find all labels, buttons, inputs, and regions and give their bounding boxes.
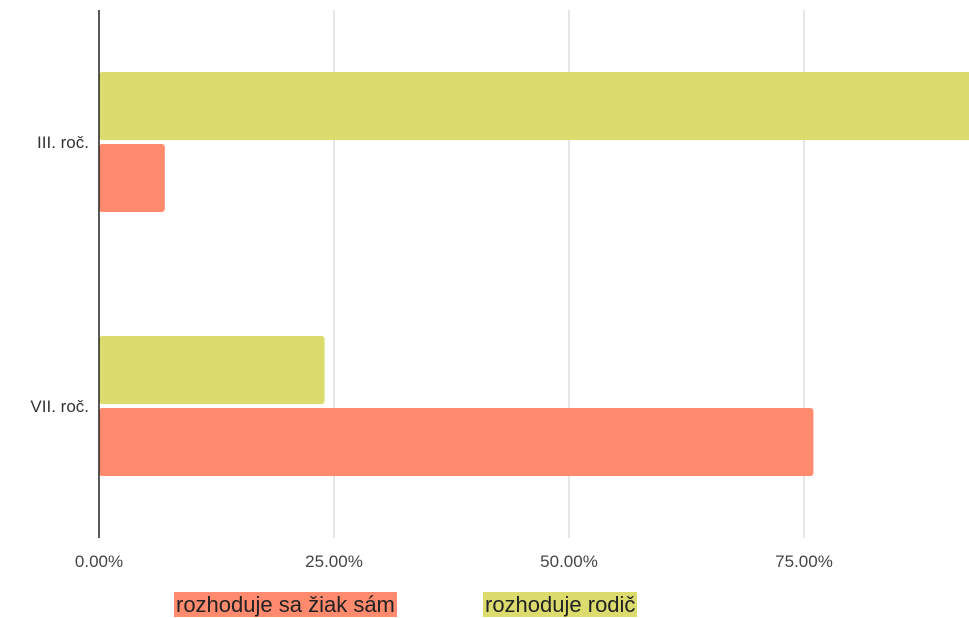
y-category-label: III. roč. — [37, 133, 89, 152]
legend: rozhoduje sa žiak sám rozhoduje rodič — [0, 588, 969, 618]
x-axis-tick-labels: 0.00% 25.00% 50.00% 75.00% — [75, 552, 833, 571]
bar — [99, 72, 969, 140]
bar — [99, 144, 165, 212]
y-axis-category-labels: III. roč. VII. roč. — [30, 133, 89, 416]
x-tick-label: 0.00% — [75, 552, 123, 571]
legend-item-ziak: rozhoduje sa žiak sám — [174, 592, 397, 617]
x-tick-label: 25.00% — [305, 552, 363, 571]
x-tick-label: 50.00% — [540, 552, 598, 571]
y-category-label: VII. roč. — [30, 397, 89, 416]
x-tick-label: 75.00% — [775, 552, 833, 571]
bar — [99, 408, 814, 476]
bars — [99, 72, 969, 476]
legend-item-rodic: rozhoduje rodič — [483, 592, 638, 617]
bar — [99, 336, 325, 404]
